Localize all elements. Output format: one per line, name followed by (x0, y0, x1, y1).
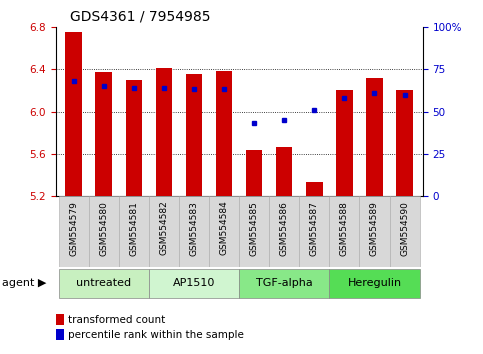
Bar (299, 196, 329, 267)
Text: percentile rank within the sample: percentile rank within the sample (68, 330, 243, 340)
Bar (359, 196, 389, 267)
Text: GSM554586: GSM554586 (280, 201, 289, 256)
Bar (246, 150, 262, 196)
Bar (185, 74, 202, 196)
Text: TGF-alpha: TGF-alpha (256, 278, 313, 287)
Bar (336, 90, 353, 196)
Text: untreated: untreated (76, 278, 131, 287)
Text: agent ▶: agent ▶ (2, 278, 47, 288)
Bar (126, 80, 142, 196)
Bar (149, 196, 179, 267)
Bar (269, 196, 299, 267)
Bar (306, 182, 323, 196)
Bar (119, 196, 149, 267)
Bar (389, 196, 420, 267)
Text: GSM554580: GSM554580 (99, 201, 108, 256)
Text: GSM554579: GSM554579 (69, 201, 78, 256)
Bar (58, 269, 149, 297)
Text: GSM554587: GSM554587 (310, 201, 319, 256)
Bar (276, 147, 293, 196)
Bar (149, 269, 239, 297)
Text: GSM554590: GSM554590 (400, 201, 409, 256)
Text: GSM554589: GSM554589 (370, 201, 379, 256)
Text: GSM554581: GSM554581 (129, 201, 138, 256)
Text: transformed count: transformed count (68, 315, 165, 325)
Text: GSM554583: GSM554583 (189, 201, 199, 256)
Text: GSM554582: GSM554582 (159, 201, 169, 256)
Bar (239, 196, 269, 267)
Text: AP1510: AP1510 (173, 278, 215, 287)
Text: GDS4361 / 7954985: GDS4361 / 7954985 (70, 9, 211, 23)
Bar (89, 196, 119, 267)
Bar (179, 196, 209, 267)
Bar (239, 269, 329, 297)
Text: GSM554585: GSM554585 (250, 201, 258, 256)
Bar (209, 196, 239, 267)
Bar (58, 196, 89, 267)
Bar (65, 32, 82, 196)
Text: Heregulin: Heregulin (347, 278, 401, 287)
Bar (329, 196, 359, 267)
Bar (96, 72, 112, 196)
Text: GSM554588: GSM554588 (340, 201, 349, 256)
Bar (366, 78, 383, 196)
Bar (156, 68, 172, 196)
Bar (329, 269, 420, 297)
Bar (396, 90, 413, 196)
Text: GSM554584: GSM554584 (220, 201, 228, 256)
Bar (216, 71, 232, 196)
